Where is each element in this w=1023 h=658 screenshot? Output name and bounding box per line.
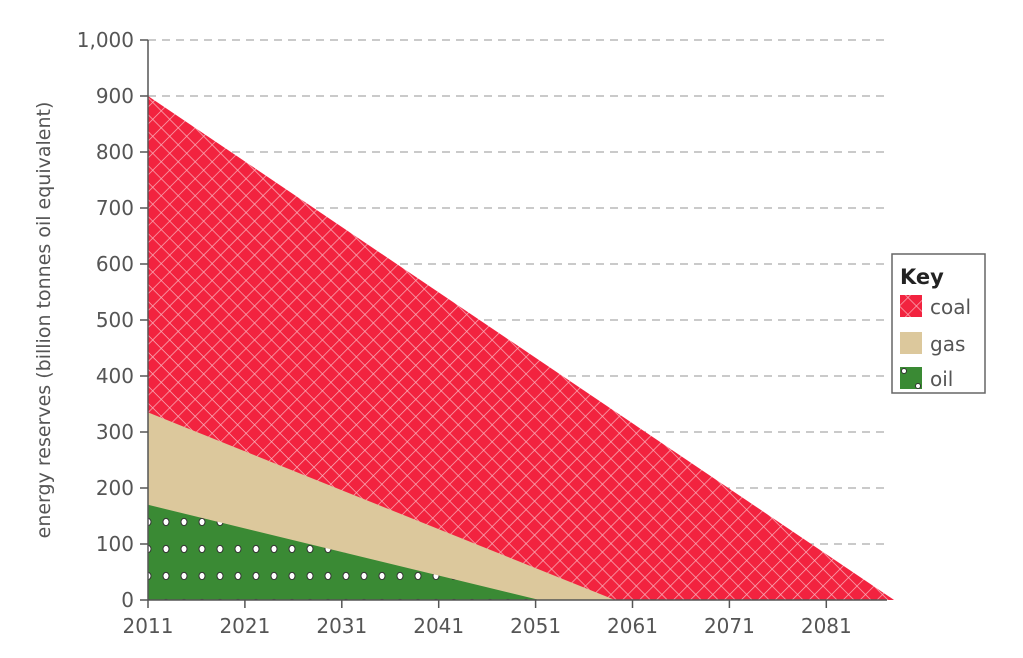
x-tick-label: 2021 [219,614,270,638]
legend-label-gas: gas [930,332,965,356]
x-tick-label: 2081 [801,614,852,638]
y-tick-label: 900 [96,84,134,108]
x-tick-label: 2061 [607,614,658,638]
legend-swatch-coal [900,295,922,317]
x-tick-label: 2011 [123,614,174,638]
y-tick-label: 0 [121,588,134,612]
y-tick-label: 500 [96,308,134,332]
legend: Key coal gas oil [891,253,986,394]
area-coal [148,96,895,600]
y-tick-label: 1,000 [77,28,134,52]
y-tick-label: 200 [96,476,134,500]
legend-label-coal: coal [930,295,971,319]
y-tick-label: 700 [96,196,134,220]
y-tick-label: 800 [96,140,134,164]
legend-label-oil: oil [930,367,953,391]
legend-swatch-gas [900,332,922,354]
y-tick-label: 600 [96,252,134,276]
y-tick-label: 400 [96,364,134,388]
x-tick-label: 2051 [510,614,561,638]
area-oil [148,504,540,600]
x-tick-label: 2041 [413,614,464,638]
y-tick-label: 300 [96,420,134,444]
legend-title: Key [900,265,944,289]
x-tick-label: 2031 [316,614,367,638]
x-tick-label: 2071 [704,614,755,638]
y-tick-label: 100 [96,532,134,556]
y-axis-label: energy reserves (billion tonnes oil equi… [33,102,55,539]
